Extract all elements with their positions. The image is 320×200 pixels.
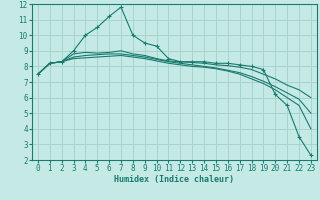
X-axis label: Humidex (Indice chaleur): Humidex (Indice chaleur): [115, 175, 234, 184]
